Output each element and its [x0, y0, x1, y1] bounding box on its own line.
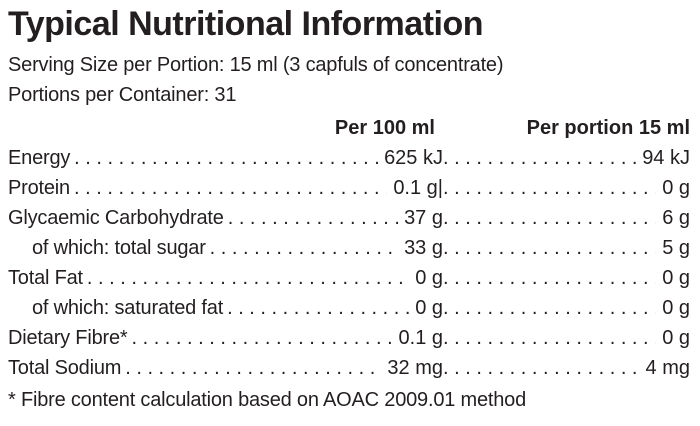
per-100ml-segment: Protein . . . . . . . . . . . . . . . . … [8, 173, 443, 203]
dot-leader: . . . . . . . . . . . . . . . . . . . . … [227, 297, 409, 319]
dot-leader: . . . . . . . . . . . . . . . . . . . . … [443, 297, 656, 319]
per-portion-segment: . . . . . . . . . . . . . . . . . . . . … [443, 203, 690, 233]
dot-leader: . . . . . . . . . . . . . . . . . . . . … [443, 147, 636, 169]
dot-leader: . . . . . . . . . . . . . . . . . . . . … [443, 357, 640, 379]
per-portion-value: 5 g [662, 237, 690, 259]
per-100ml-value: 0 g [415, 267, 443, 289]
footnote: * Fibre content calculation based on AOA… [8, 389, 527, 411]
per-100ml-value: 0.1 g [398, 327, 443, 349]
per-portion-segment: . . . . . . . . . . . . . . . . . . . . … [443, 353, 690, 383]
dot-leader: . . . . . . . . . . . . . . . . . . . . … [443, 207, 656, 229]
portions-line: Portions per Container: 31 [8, 84, 237, 106]
per-100ml-value: 37 g [404, 207, 443, 229]
dot-leader: . . . . . . . . . . . . . . . . . . . . … [443, 327, 656, 349]
per-100ml-value: 0 g [415, 297, 443, 319]
per-100ml-segment: of which: saturated fat . . . . . . . . … [8, 293, 443, 323]
per-portion-value: 0 g [662, 267, 690, 289]
nutrient-row: Total Sodium . . . . . . . . . . . . . .… [8, 353, 690, 383]
dot-leader: . . . . . . . . . . . . . . . . . . . . … [227, 207, 398, 229]
per-portion-segment: . . . . . . . . . . . . . . . . . . . . … [443, 143, 690, 173]
page-title: Typical Nutritional Information [8, 5, 484, 43]
per-100ml-value: 0.1 g [393, 177, 438, 199]
per-portion-segment: . . . . . . . . . . . . . . . . . . . . … [443, 233, 690, 263]
nutrient-label: Dietary Fibre* [8, 327, 128, 349]
nutrient-label: Protein [8, 177, 70, 199]
nutrient-label: Total Fat [8, 267, 83, 289]
per-portion-segment: . . . . . . . . . . . . . . . . . . . . … [443, 173, 690, 203]
nutrient-label: Glycaemic Carbohydrate [8, 207, 224, 229]
per-portion-value: 6 g [662, 207, 690, 229]
nutrient-table: Energy . . . . . . . . . . . . . . . . .… [8, 143, 690, 383]
nutrient-row: Glycaemic Carbohydrate . . . . . . . . .… [8, 203, 690, 233]
per-portion-value: 0 g [662, 177, 690, 199]
dot-leader: . . . . . . . . . . . . . . . . . . . . … [86, 267, 409, 289]
per-100ml-segment: Total Sodium . . . . . . . . . . . . . .… [8, 353, 443, 383]
per-100ml-value: 33 g [404, 237, 443, 259]
dot-leader: . . . . . . . . . . . . . . . . . . . . … [131, 327, 393, 349]
nutrient-row: Protein . . . . . . . . . . . . . . . . … [8, 173, 690, 203]
nutrient-row: of which: saturated fat . . . . . . . . … [8, 293, 690, 323]
nutrient-label: of which: saturated fat [32, 297, 224, 319]
per-100ml-value: 625 kJ [384, 147, 443, 169]
table-header-row: Per 100 ml Per portion 15 ml [8, 113, 690, 143]
per-portion-segment: . . . . . . . . . . . . . . . . . . . . … [443, 263, 690, 293]
per-100ml-segment: of which: total sugar . . . . . . . . . … [8, 233, 443, 263]
per-portion-segment: . . . . . . . . . . . . . . . . . . . . … [443, 293, 690, 323]
nutrient-row: Total Fat . . . . . . . . . . . . . . . … [8, 263, 690, 293]
per-100ml-segment: Total Fat . . . . . . . . . . . . . . . … [8, 263, 443, 293]
column-header-per-100ml: Per 100 ml [334, 117, 435, 139]
dot-leader: . . . . . . . . . . . . . . . . . . . . … [74, 147, 378, 169]
column-header-per-portion: Per portion 15 ml [526, 117, 690, 139]
dot-leader: . . . . . . . . . . . . . . . . . . . . … [73, 177, 387, 199]
per-portion-segment: . . . . . . . . . . . . . . . . . . . . … [443, 323, 690, 353]
text-cursor: | [437, 177, 443, 199]
per-portion-value: 94 kJ [642, 147, 690, 169]
per-portion-value: 0 g [662, 327, 690, 349]
dot-leader: . . . . . . . . . . . . . . . . . . . . … [125, 357, 381, 379]
nutrient-row: Dietary Fibre* . . . . . . . . . . . . .… [8, 323, 690, 353]
nutrient-label: of which: total sugar [32, 237, 206, 259]
per-portion-value: 4 mg [645, 357, 690, 379]
dot-leader: . . . . . . . . . . . . . . . . . . . . … [443, 237, 656, 259]
nutrient-row: Energy . . . . . . . . . . . . . . . . .… [8, 143, 690, 173]
per-100ml-value: 32 mg [387, 357, 443, 379]
per-100ml-segment: Dietary Fibre* . . . . . . . . . . . . .… [8, 323, 443, 353]
nutrient-label: Energy [8, 147, 71, 169]
dot-leader: . . . . . . . . . . . . . . . . . . . . … [443, 177, 656, 199]
per-100ml-segment: Energy . . . . . . . . . . . . . . . . .… [8, 143, 443, 173]
serving-size-line: Serving Size per Portion: 15 ml (3 capfu… [8, 54, 504, 76]
nutrient-row: of which: total sugar . . . . . . . . . … [8, 233, 690, 263]
per-100ml-segment: Glycaemic Carbohydrate . . . . . . . . .… [8, 203, 443, 233]
nutrient-label: Total Sodium [8, 357, 122, 379]
dot-leader: . . . . . . . . . . . . . . . . . . . . … [443, 267, 656, 289]
dot-leader: . . . . . . . . . . . . . . . . . . . . … [209, 237, 398, 259]
per-portion-value: 0 g [662, 297, 690, 319]
